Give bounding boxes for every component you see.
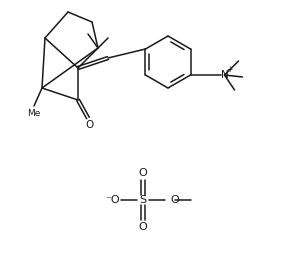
Text: +: + <box>226 66 233 74</box>
Text: Me: Me <box>27 109 41 118</box>
Text: O: O <box>139 222 147 232</box>
Text: O: O <box>170 195 179 205</box>
Text: N: N <box>221 70 228 80</box>
Text: S: S <box>139 195 146 205</box>
Text: O: O <box>139 168 147 178</box>
Text: ⁻O: ⁻O <box>106 195 120 205</box>
Text: O: O <box>86 120 94 130</box>
